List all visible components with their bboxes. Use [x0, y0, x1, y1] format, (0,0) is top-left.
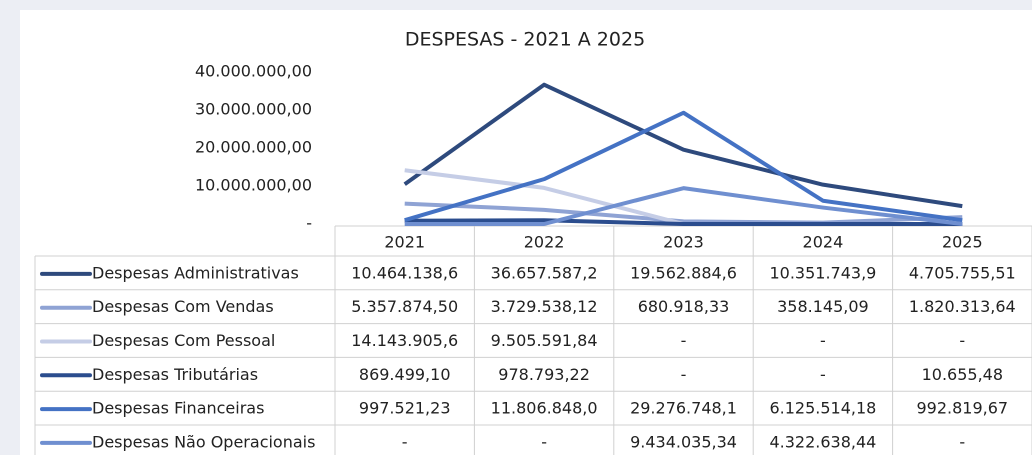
series-line [404, 218, 963, 226]
legend-label: Despesas Com Vendas [92, 297, 274, 316]
table-value: - [681, 331, 687, 350]
table-value: 11.806.848,0 [491, 399, 598, 418]
table-value: 9.434.035,34 [630, 432, 737, 451]
y-tick-label: 20.000.000,00 [195, 138, 312, 157]
table-value: - [820, 365, 826, 384]
table-value: - [541, 432, 547, 451]
legend-label: Despesas Financeiras [92, 399, 264, 418]
table-value: 680.918,33 [638, 297, 730, 316]
table-value: 4.322.638,44 [769, 432, 876, 451]
y-tick-label: - [306, 214, 312, 233]
table-value: - [402, 432, 408, 451]
table-value: 6.125.514,18 [769, 399, 876, 418]
y-tick-label: 40.000.000,00 [195, 62, 312, 81]
table-value: - [959, 331, 965, 350]
y-tick-label: 10.000.000,00 [195, 176, 312, 195]
chart-title: DESPESAS - 2021 A 2025 [405, 29, 645, 51]
table-value: 992.819,67 [916, 399, 1008, 418]
table-value: 869.499,10 [359, 365, 451, 384]
series-line [403, 82, 963, 209]
legend-label: Despesas Administrativas [92, 263, 299, 282]
table-value: 1.820.313,64 [909, 297, 1016, 316]
table-value: - [820, 331, 826, 350]
x-tick-label: 2024 [803, 233, 844, 252]
table-value: 997.521,23 [359, 399, 451, 418]
x-tick-label: 2023 [663, 233, 704, 252]
table-value: 978.793,22 [498, 365, 590, 384]
table-value: 4.705.755,51 [909, 263, 1016, 282]
table-value: 10.351.743,9 [769, 263, 876, 282]
series-line [404, 110, 963, 223]
table-value: - [959, 432, 965, 451]
table-value: 10.655,48 [922, 365, 1003, 384]
legend-label: Despesas Tributárias [92, 365, 258, 384]
table-value: 3.729.538,12 [491, 297, 598, 316]
table-value: 358.145,09 [777, 297, 869, 316]
table-value: 29.276.748,1 [630, 399, 737, 418]
table-value: 10.464.138,6 [351, 263, 458, 282]
legend-label: Despesas Com Pessoal [92, 331, 275, 350]
chart-area [20, 10, 1032, 455]
legend-label: Despesas Não Operacionais [92, 432, 315, 451]
series-line [404, 201, 963, 225]
table-value: - [681, 365, 687, 384]
table-value: 14.143.905,6 [351, 331, 458, 350]
x-tick-label: 2022 [524, 233, 565, 252]
table-value: 19.562.884,6 [630, 263, 737, 282]
table-value: 36.657.587,2 [491, 263, 598, 282]
x-tick-label: 2021 [384, 233, 425, 252]
table-value: 9.505.591,84 [491, 331, 598, 350]
table-value: 5.357.874,50 [351, 297, 458, 316]
x-tick-label: 2025 [942, 233, 983, 252]
series-line [404, 186, 963, 226]
y-tick-label: 30.000.000,00 [195, 100, 312, 119]
